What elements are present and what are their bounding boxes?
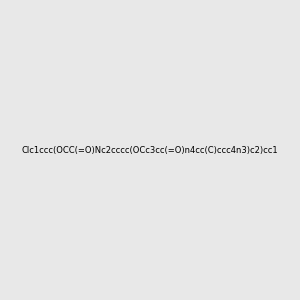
Text: Clc1ccc(OCC(=O)Nc2cccc(OCc3cc(=O)n4cc(C)ccc4n3)c2)cc1: Clc1ccc(OCC(=O)Nc2cccc(OCc3cc(=O)n4cc(C)… bbox=[22, 146, 278, 154]
